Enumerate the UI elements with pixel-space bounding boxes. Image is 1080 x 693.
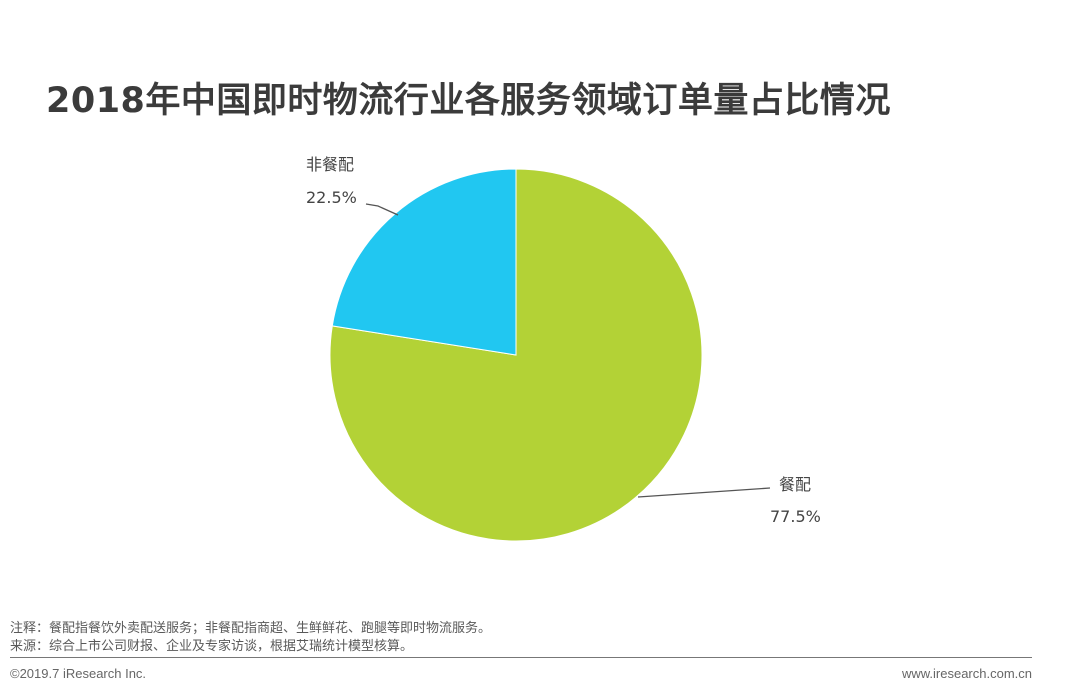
slice-label-non-catering: 非餐配 bbox=[306, 155, 354, 174]
footer-divider bbox=[10, 657, 1032, 658]
chart-title: 2018年中国即时物流行业各服务领域订单量占比情况 bbox=[46, 81, 891, 121]
footnote-note: 注释：餐配指餐饮外卖配送服务；非餐配指商超、生鲜鲜花、跑腿等即时物流服务。 bbox=[10, 621, 492, 636]
pie-slice-non-catering bbox=[331, 168, 517, 356]
copyright-text: ©2019.7 iResearch Inc. bbox=[10, 666, 147, 681]
slice-value-catering: 77.5% bbox=[770, 507, 821, 526]
leader-line-catering bbox=[637, 487, 771, 498]
footnote-source: 来源：综合上市公司财报、企业及专家访谈，根据艾瑞统计模型核算。 bbox=[10, 639, 414, 654]
slice-label-catering: 餐配 bbox=[779, 475, 811, 494]
leader-line-non-catering bbox=[365, 203, 399, 216]
slice-value-non-catering: 22.5% bbox=[306, 188, 357, 207]
website-text: www.iresearch.com.cn bbox=[901, 666, 1032, 681]
